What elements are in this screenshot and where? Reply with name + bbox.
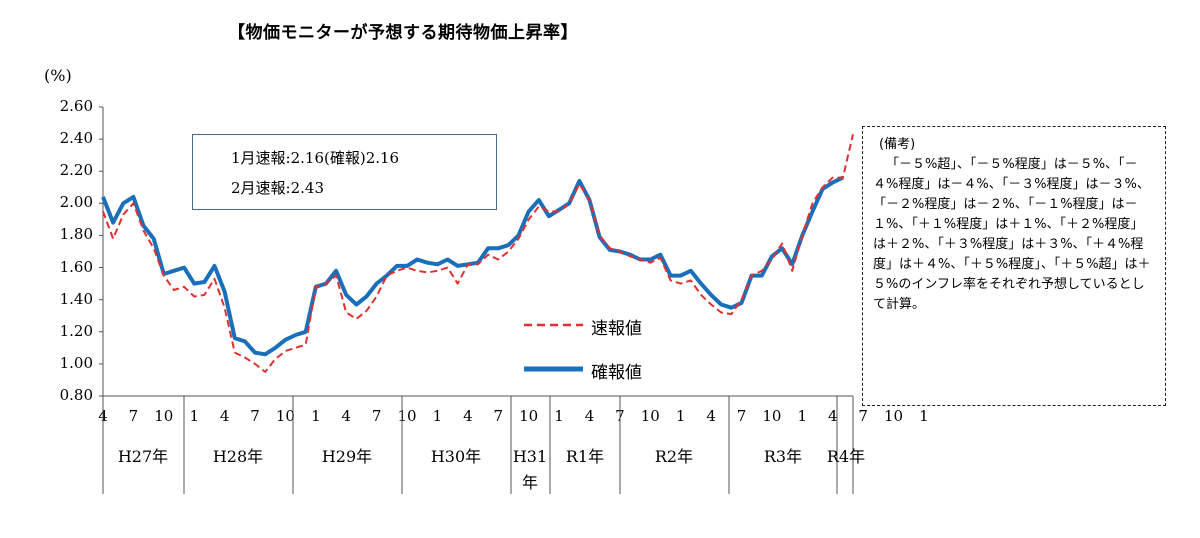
x-month-label: 4 [220, 407, 230, 425]
x-year-label: H28年 [213, 447, 263, 466]
x-month-label: 7 [737, 407, 747, 425]
x-year-label: H31 [513, 447, 547, 466]
x-month-label: 4 [828, 407, 838, 425]
y-tick-label: 2.00 [59, 193, 93, 212]
y-tick-label: 2.60 [59, 97, 93, 115]
x-month-label: 1 [919, 407, 929, 425]
x-year-label: R2年 [655, 447, 693, 466]
chart-title: 【物価モニターが予想する期待物価上昇率】 [228, 23, 578, 43]
y-tick-label: 1.40 [59, 289, 93, 308]
x-month-label: 7 [493, 407, 503, 425]
callout-line-february: 2月速報:2.43 [231, 179, 324, 197]
callout-line-january: 1月速報:2.16(確報)2.16 [231, 149, 400, 167]
x-year-label: H27年 [118, 447, 168, 466]
x-month-label: 10 [641, 407, 660, 425]
x-year-label-suffix: 年 [522, 473, 538, 492]
x-year-label: R1年 [566, 447, 604, 466]
x-month-label: 1 [554, 407, 564, 425]
x-year-label: R4年 [827, 447, 865, 466]
x-month-label: 10 [398, 407, 417, 425]
x-month-label: 7 [858, 407, 868, 425]
y-tick-label: 0.80 [59, 386, 93, 404]
x-month-label: 1 [189, 407, 199, 425]
y-tick-label: 1.60 [59, 257, 93, 276]
x-month-label: 1 [798, 407, 808, 425]
notes-heading: (備考) [879, 137, 916, 152]
x-month-label: 4 [341, 407, 351, 425]
x-month-label: 10 [884, 407, 903, 425]
x-month-label: 4 [706, 407, 716, 425]
notes-box: (備考) 「－５%超」、「－５%程度」は－５%、「－４%程度」は－４%、「－３%… [862, 126, 1166, 406]
x-month-label: 4 [463, 407, 473, 425]
notes-body: 「－５%超」、「－５%程度」は－５%、「－４%程度」は－４%、「－３%程度」は－… [873, 157, 1151, 312]
y-tick-label: 1.80 [59, 225, 93, 244]
x-year-label: R3年 [764, 447, 802, 466]
x-year-label: H29年 [322, 447, 372, 466]
x-month-label: 10 [762, 407, 781, 425]
x-month-label: 1 [433, 407, 443, 425]
x-month-label: 10 [154, 407, 173, 425]
y-axis-unit: (%) [44, 66, 72, 85]
y-tick-label: 1.20 [59, 321, 93, 340]
series-line-final [101, 175, 844, 357]
x-month-label: 1 [676, 407, 686, 425]
x-month-label: 4 [585, 407, 595, 425]
y-tick-label: 1.00 [59, 353, 93, 372]
y-tick-label: 2.40 [59, 129, 93, 148]
x-year-label: H30年 [431, 447, 481, 466]
x-month-label: 1 [311, 407, 321, 425]
x-month-label: 10 [519, 407, 538, 425]
x-month-label: 7 [129, 407, 139, 425]
x-month-label: 7 [250, 407, 260, 425]
legend-label-prelim: 速報値 [591, 319, 642, 339]
series-line-prelim [102, 134, 854, 373]
y-tick-label: 2.20 [59, 161, 93, 180]
legend-label-final: 確報値 [591, 363, 642, 383]
x-month-label: 7 [372, 407, 382, 425]
x-month-label: 10 [276, 407, 295, 425]
latest-value-callout: 1月速報:2.16(確報)2.16 2月速報:2.43 [192, 134, 497, 210]
